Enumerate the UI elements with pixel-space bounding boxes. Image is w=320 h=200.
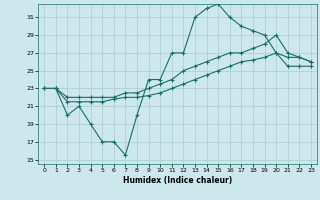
- X-axis label: Humidex (Indice chaleur): Humidex (Indice chaleur): [123, 176, 232, 185]
